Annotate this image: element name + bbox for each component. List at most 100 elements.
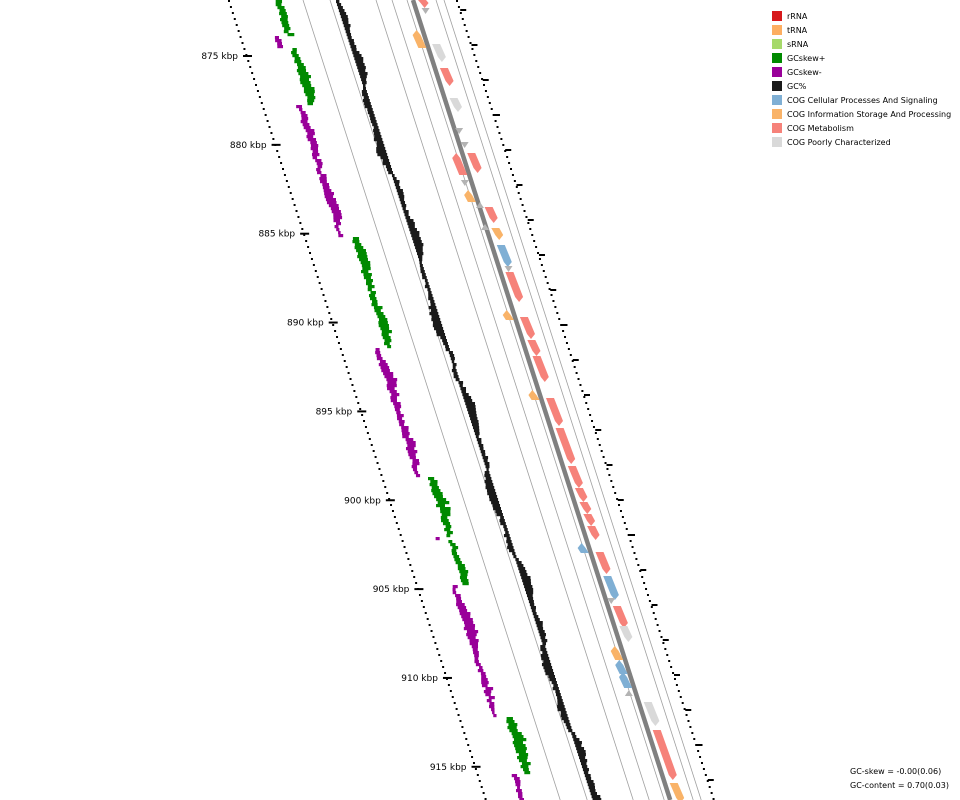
gc-bar — [572, 735, 577, 739]
minor-tick — [237, 30, 240, 32]
gc-bar — [424, 279, 428, 283]
minor-tick — [309, 252, 312, 254]
legend-label: COG Metabolism — [787, 123, 854, 133]
gcskew-plus-bar — [305, 93, 315, 97]
gcskew-minus-bar — [474, 660, 479, 664]
gc-bar — [507, 543, 513, 547]
gcskew-plus-bar — [441, 513, 451, 517]
gcskew-minus-bar — [475, 663, 481, 667]
minor-tick — [610, 480, 613, 482]
gcskew-plus-bar — [431, 486, 439, 490]
legend-item-cog-information: COG Information Storage And Processing — [772, 107, 960, 121]
legend-swatch — [772, 67, 782, 77]
gc-bar — [346, 33, 352, 37]
gc-bar — [551, 681, 557, 685]
gcskew-minus-bar — [414, 471, 419, 475]
gcskew-minus-bar — [390, 399, 397, 403]
gcskew-plus-bar — [517, 756, 528, 760]
minor-tick — [623, 522, 626, 524]
gene-arrow-reverse — [619, 672, 633, 688]
gc-bar — [484, 462, 490, 466]
minor-tick — [531, 234, 534, 236]
minor-tick — [643, 582, 646, 584]
minor-tick — [700, 762, 703, 764]
gcskew-plus-bar — [299, 78, 310, 82]
minor-tick — [231, 12, 234, 14]
tick-label: 895 kbp — [316, 407, 353, 417]
gc-bar — [376, 150, 387, 154]
gene-arrow-forward — [567, 466, 583, 488]
minor-tick — [370, 444, 373, 446]
minor-tick — [685, 714, 688, 716]
gc-bar — [557, 696, 562, 700]
gcskew-plus-bar — [280, 18, 288, 22]
minor-tick — [297, 216, 300, 218]
legend-item-rrna: rRNA — [772, 9, 960, 23]
gc-bar — [576, 747, 585, 751]
gcskew-minus-bar — [511, 774, 518, 778]
gcskew-plus-bar — [431, 489, 441, 493]
gcskew-minus-bar — [306, 135, 314, 139]
minor-tick — [693, 738, 696, 740]
gc-bar — [466, 405, 476, 409]
gc-bar — [349, 42, 355, 46]
legend-swatch — [772, 39, 782, 49]
gcskew-minus-bar — [481, 678, 488, 682]
gc-bar — [522, 579, 531, 583]
gc-bar — [357, 66, 366, 70]
minor-tick — [699, 756, 702, 758]
gcskew-minus-bar — [274, 36, 280, 40]
small-feature-marker — [460, 142, 469, 148]
minor-tick — [276, 150, 279, 152]
minor-tick — [483, 84, 486, 86]
gc-bar — [523, 582, 532, 586]
gc-bar — [428, 294, 433, 298]
gc-bar — [396, 189, 403, 193]
gcskew-plus-bar — [354, 246, 364, 250]
gcskew-minus-bar — [334, 225, 339, 229]
minor-tick — [666, 654, 669, 656]
minor-tick — [471, 756, 474, 758]
minor-tick — [243, 48, 246, 50]
minor-tick — [451, 696, 454, 698]
gcskew-minus-bar — [375, 348, 380, 352]
gc-bar — [578, 753, 586, 757]
gcskew-minus-bar — [477, 669, 484, 673]
gcskew-plus-bar — [275, 3, 282, 7]
gc-bar — [542, 651, 548, 655]
gene-arrow-forward — [449, 98, 462, 112]
gene-arrow-reverse — [528, 390, 540, 400]
minor-tick — [488, 102, 491, 104]
gc-bar — [355, 60, 364, 64]
minor-tick — [364, 426, 367, 428]
legend-item-gc-percent: GC% — [772, 79, 960, 93]
gcskew-minus-bar — [398, 420, 405, 424]
gc-bar — [557, 702, 564, 706]
gcskew-minus-bar — [481, 675, 487, 679]
minor-tick — [546, 282, 549, 284]
minor-tick — [422, 606, 425, 608]
gc-bar — [428, 291, 432, 295]
gc-bar — [479, 447, 484, 451]
gc-bar — [434, 327, 444, 331]
tick-label: 915 kbp — [430, 763, 467, 773]
gc-bar — [574, 741, 582, 745]
gc-bar — [513, 555, 517, 559]
gc-bar — [549, 678, 556, 682]
minor-tick — [347, 372, 350, 374]
gc-bar — [486, 489, 496, 493]
minor-tick — [479, 72, 482, 74]
gcskew-plus-bar — [434, 495, 443, 499]
gcskew-minus-bar — [402, 435, 409, 439]
minor-tick — [262, 108, 265, 110]
gcskew-minus-bar — [409, 456, 416, 460]
minor-tick — [481, 78, 484, 80]
gcskew-minus-bar — [390, 396, 397, 400]
minor-tick — [510, 168, 513, 170]
gc-bar — [552, 687, 559, 691]
gcskew-minus-bar — [307, 132, 315, 136]
minor-tick — [330, 318, 333, 320]
minor-tick — [540, 264, 543, 266]
gcskew-minus-bar — [455, 594, 461, 598]
minor-tick — [341, 354, 344, 356]
